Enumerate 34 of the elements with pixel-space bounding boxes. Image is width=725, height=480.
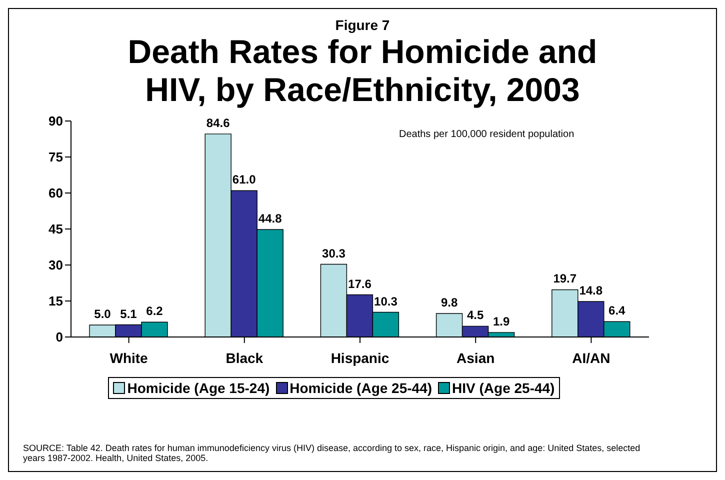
data-label: 4.5 [466,308,484,322]
data-label: 61.0 [232,172,256,187]
data-label: 1.9 [492,314,510,328]
data-label: 10.3 [374,294,398,308]
x-tick-label: White [110,350,148,366]
data-label: 9.8 [440,295,458,310]
chart-title: Death Rates for Homicide and HIV, by Race/Ethnicity, 2003 [126,33,598,109]
y-tick-label: 60 [48,186,63,201]
legend-label: HIV (Age 25-44) [452,380,555,396]
data-label: 5.0 [94,307,112,321]
data-label: 44.8 [258,211,282,226]
y-tick-label: 0 [56,330,63,345]
y-tick-label: 90 [48,114,63,129]
y-tick-label: 15 [48,294,63,309]
data-label: 6.2 [146,304,164,318]
data-label: 5.1 [120,306,138,321]
data-label: 30.3 [322,246,346,260]
data-label: 17.6 [348,276,372,291]
data-label: 19.7 [553,272,577,286]
data-label: 6.4 [608,304,626,318]
x-tick-label: Asian [456,350,495,366]
x-tick-label: Black [226,350,264,366]
data-label: 84.6 [206,116,230,130]
annotation: Deaths per 100,000 resident population [399,129,574,140]
y-tick-label: 45 [48,222,63,237]
legend-label: Homicide (Age 25-44) [290,380,432,396]
source-note: SOURCE: Table 42. Death rates for human immunodeficiency virus (HIV) disease, according to sex, race, Hispanic origin, and age: United States, selected years 1987-2002. Health, United States, 2005. [23,443,642,463]
chart-subtitle: Figure 7 [334,17,391,33]
x-tick-label: Hispanic [330,350,390,366]
y-tick-label: 75 [48,150,63,165]
x-tick-label: AI/AN [572,350,610,366]
legend-label: Homicide (Age 15-24) [127,380,270,396]
y-tick-label: 30 [48,258,63,273]
data-label: 14.8 [579,283,603,298]
